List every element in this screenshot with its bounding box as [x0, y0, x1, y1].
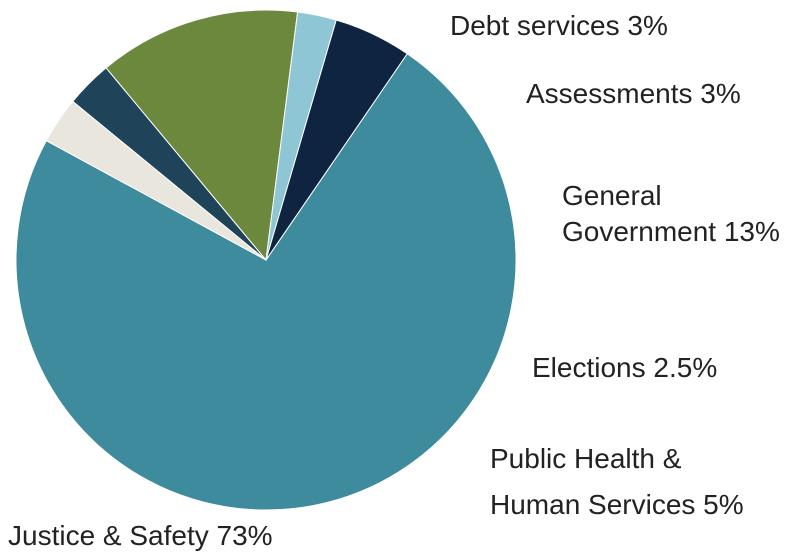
pie-slice-public-health-human-services — [265, 19, 408, 261]
label-general-government: General Government 13% — [562, 180, 780, 247]
label-public-health: Public Health & Human Services 5% — [490, 443, 744, 520]
label-assessments: Assessments 3% — [526, 78, 741, 109]
label-justice-safety: Justice & Safety 73% — [8, 520, 273, 551]
pie-slice-justice-safety — [15, 53, 517, 511]
pie-slice-general-government — [105, 9, 299, 262]
label-elections: Elections 2.5% — [532, 352, 718, 383]
label-debt-services: Debt services 3% — [450, 10, 668, 41]
pie-slices — [15, 9, 517, 511]
